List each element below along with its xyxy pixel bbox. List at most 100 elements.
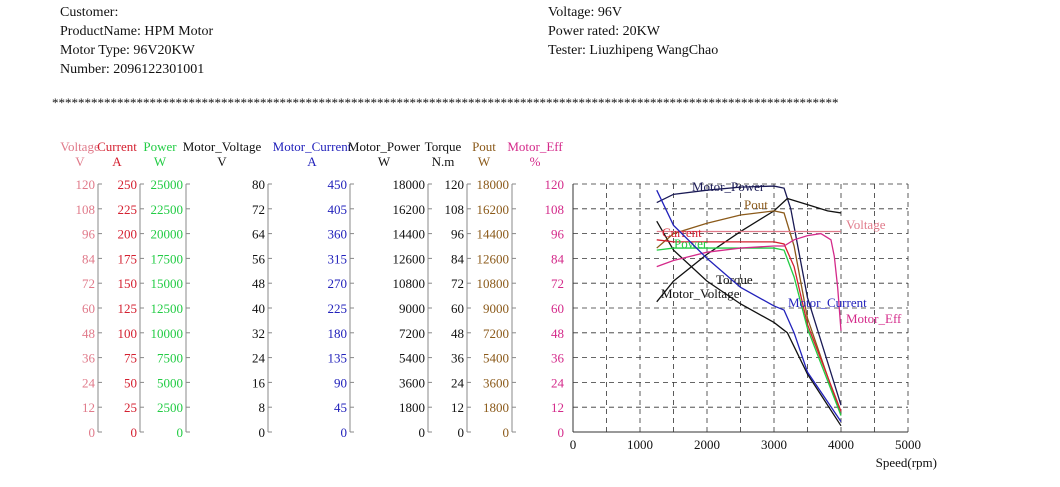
torque-tick-label: 48 <box>451 326 464 341</box>
voltage-rating: Voltage: 96V <box>548 5 623 20</box>
motor-eff-tick-label: 120 <box>545 177 565 192</box>
current-axis-unit: A <box>112 154 122 169</box>
motor-voltage-tick-label: 16 <box>252 375 266 390</box>
power-tick-label: 7500 <box>157 351 183 366</box>
test-info-right: Voltage: 96V Power rated: 20KW Tester: L… <box>548 3 718 60</box>
motor-current-tick-label: 315 <box>328 251 348 266</box>
pout-tick-label: 14400 <box>477 227 510 242</box>
tester: Tester: Liuzhipeng WangChao <box>548 43 719 58</box>
voltage-tick-label: 96 <box>82 227 96 242</box>
customer: Customer: <box>60 5 119 20</box>
motor-voltage-tick-label: 24 <box>252 351 266 366</box>
motor-voltage-tick-label: 72 <box>252 202 265 217</box>
x-tick-label: 4000 <box>828 437 854 452</box>
torque-tick-label: 36 <box>451 351 465 366</box>
motor-power-tick-label: 5400 <box>399 351 425 366</box>
motor-current-tick-label: 450 <box>328 177 348 192</box>
motor-voltage-tick-label: 80 <box>252 177 265 192</box>
motor-power-tick-label: 9000 <box>399 301 425 316</box>
motor-power-tick-label: 10800 <box>393 276 426 291</box>
motor-power-tick-label: 7200 <box>399 326 425 341</box>
power-tick-label: 17500 <box>151 251 184 266</box>
motor-power-tick-label: 14400 <box>393 227 426 242</box>
power-tick-label: 5000 <box>157 375 183 390</box>
motor-eff-tick-label: 72 <box>551 276 564 291</box>
torque-tick-label: 120 <box>445 177 465 192</box>
torque-axis-title: Torque <box>425 139 462 154</box>
power-tick-label: 22500 <box>151 202 184 217</box>
voltage-axis-title: Voltage <box>60 139 100 154</box>
motor-eff-axis-unit: % <box>530 154 541 169</box>
current-tick-label: 0 <box>131 425 138 440</box>
motor-eff-tick-label: 60 <box>551 301 564 316</box>
pout-tick-label: 16200 <box>477 202 510 217</box>
current-tick-label: 225 <box>118 202 138 217</box>
motor-voltage-axis-unit: V <box>217 154 227 169</box>
motor-eff-tick-label: 96 <box>551 227 565 242</box>
torque-tick-label: 96 <box>451 227 465 242</box>
voltage-tick-label: 120 <box>76 177 96 192</box>
voltage-tick-label: 24 <box>82 375 96 390</box>
motor-voltage-axis-title: Motor_Voltage <box>183 139 262 154</box>
x-tick-label: 2000 <box>694 437 720 452</box>
voltage-tick-label: 84 <box>82 251 96 266</box>
motor-eff-tick-label: 24 <box>551 375 565 390</box>
motor-voltage-tick-label: 8 <box>259 400 266 415</box>
motor-power-tick-label: 1800 <box>399 400 425 415</box>
x-tick-label: 0 <box>570 437 577 452</box>
x-tick-label: 5000 <box>895 437 921 452</box>
power-series-label: Power <box>674 236 708 251</box>
number: Number: 2096122301001 <box>60 62 205 77</box>
power-tick-label: 20000 <box>151 227 184 242</box>
motor-eff-tick-label: 84 <box>551 251 565 266</box>
motor-voltage-tick-label: 56 <box>252 251 266 266</box>
torque-tick-label: 84 <box>451 251 465 266</box>
motor-eff-series-label: Motor_Eff <box>846 311 902 326</box>
power-rated: Power rated: 20KW <box>548 24 660 39</box>
current-tick-label: 50 <box>124 375 137 390</box>
motor-eff-tick-label: 48 <box>551 326 564 341</box>
current-tick-label: 100 <box>118 326 138 341</box>
motor-power-tick-label: 18000 <box>393 177 426 192</box>
pout-tick-label: 7200 <box>483 326 509 341</box>
motor-current-axis-unit: A <box>307 154 317 169</box>
motor-eff-tick-label: 36 <box>551 351 565 366</box>
power-tick-label: 15000 <box>151 276 184 291</box>
current-series-label: Current <box>662 225 702 240</box>
current-tick-label: 150 <box>118 276 138 291</box>
voltage-series-label: Voltage <box>846 217 886 232</box>
motor-current-tick-label: 225 <box>328 301 348 316</box>
power-tick-label: 10000 <box>151 326 184 341</box>
pout-tick-label: 9000 <box>483 301 509 316</box>
motor-current-tick-label: 405 <box>328 202 348 217</box>
motor-current-tick-label: 180 <box>328 326 348 341</box>
motor-eff-tick-label: 12 <box>551 400 564 415</box>
motor-power-line <box>656 185 842 406</box>
motor-eff-tick-label: 0 <box>558 425 565 440</box>
torque-tick-label: 0 <box>458 425 465 440</box>
pout-line <box>656 210 842 416</box>
voltage-axis-unit: V <box>75 154 85 169</box>
current-tick-label: 125 <box>118 301 138 316</box>
power-line <box>656 247 842 416</box>
motor-power-axis-unit: W <box>378 154 391 169</box>
power-tick-label: 2500 <box>157 400 183 415</box>
pout-tick-label: 10800 <box>477 276 510 291</box>
pout-axis-unit: W <box>478 154 491 169</box>
motor-current-series-label: Motor_Current <box>788 295 867 310</box>
motor-power-series-label: Motor_Power <box>692 179 765 194</box>
torque-tick-label: 108 <box>445 202 465 217</box>
torque-axis-unit: N.m <box>432 154 455 169</box>
motor-eff-tick-label: 108 <box>545 202 565 217</box>
motor-eff-axis-title: Motor_Eff <box>507 139 563 154</box>
motor-type: Motor Type: 96V20KW <box>60 43 195 58</box>
current-axis-title: Current <box>97 139 137 154</box>
product-name: ProductName: HPM Motor <box>60 24 214 39</box>
pout-tick-label: 12600 <box>477 251 510 266</box>
power-tick-label: 0 <box>177 425 184 440</box>
motor-voltage-series-label: Motor_Voltage <box>661 286 740 301</box>
current-tick-label: 250 <box>118 177 138 192</box>
motor-current-axis-title: Motor_Current <box>273 139 352 154</box>
current-tick-label: 175 <box>118 251 138 266</box>
